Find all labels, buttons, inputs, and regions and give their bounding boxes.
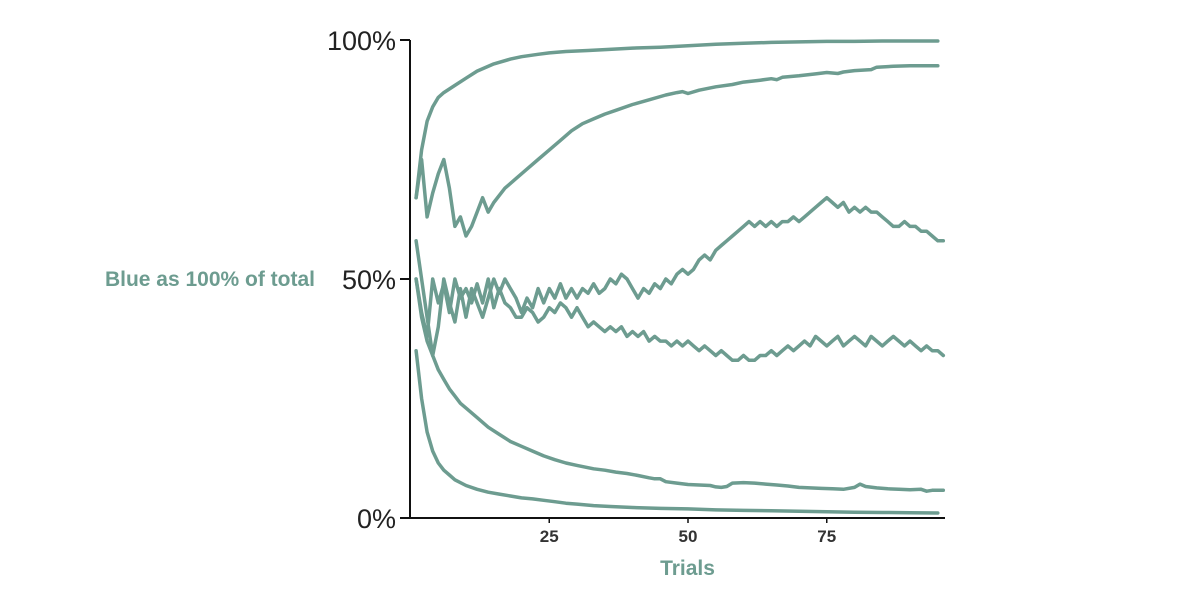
ticks-layer: 0% 50% 100% 25 50 75 [327,26,836,546]
series-line-6 [414,348,940,515]
x-tick-label: 50 [679,527,698,546]
y-tick-label: 100% [327,26,396,56]
x-tick-label: 75 [817,527,836,546]
y-tick-label: 50% [342,265,396,295]
series-line-1 [414,39,940,200]
series-layer [414,39,946,515]
series-line-2 [414,64,940,238]
x-axis-title: Trials [660,557,715,580]
y-axis-title: Blue as 100% of total [105,268,315,291]
x-tick-label: 25 [540,527,559,546]
series-line-4 [414,277,946,363]
series-line-3 [414,195,946,358]
series-line-5 [414,277,946,493]
y-tick-label: 0% [357,504,396,534]
